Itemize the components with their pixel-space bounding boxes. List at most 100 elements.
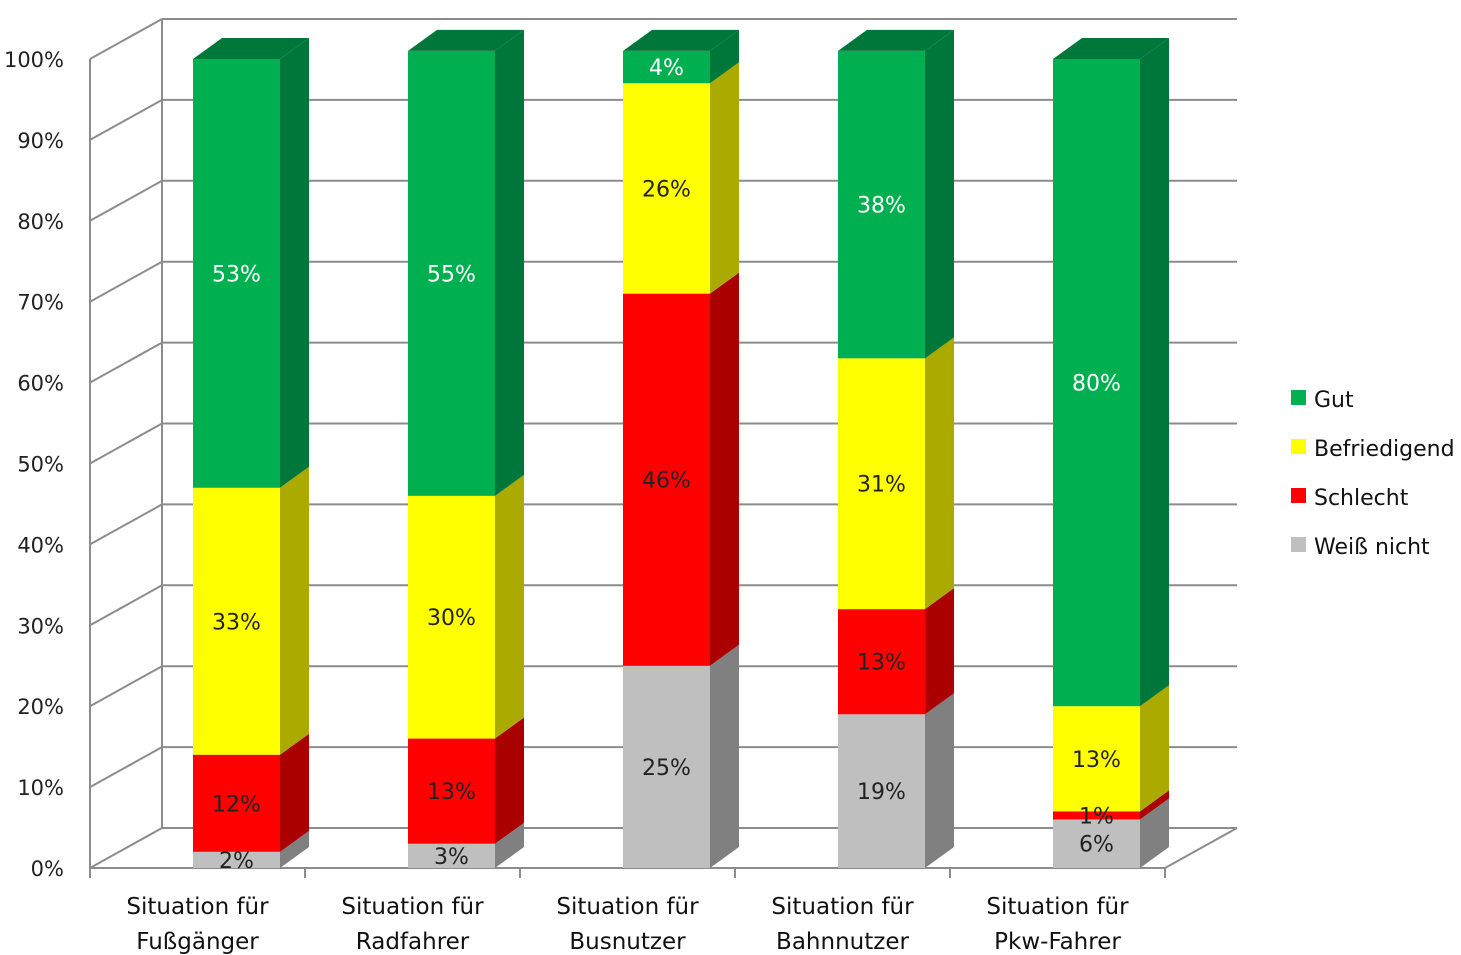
bar-front-face <box>408 50 495 496</box>
bar-side-face <box>280 830 309 868</box>
data-labels: 2% 12% 33% 53% 3% 13% 30% 55% 25% 46% 26% 4% 19% 13% 3… <box>212 56 1121 874</box>
y-tick-label: 20% <box>17 695 64 719</box>
legend-swatch <box>1291 390 1306 405</box>
legend-label: Schlecht <box>1314 486 1409 511</box>
bar-front-face <box>408 843 495 868</box>
data-label: 19% <box>857 780 906 805</box>
y-tick-label: 30% <box>17 614 64 638</box>
bar-front-face <box>1053 706 1140 812</box>
data-label: 13% <box>1072 748 1121 773</box>
legend-item-schlecht: Schlecht <box>1291 486 1409 511</box>
bar-top-face <box>1053 38 1169 59</box>
legend-swatch <box>1291 537 1306 552</box>
data-label: 33% <box>212 610 261 635</box>
legend-label: Weiß nicht <box>1314 535 1430 560</box>
bar-front-face <box>408 495 495 739</box>
bar-front-face <box>838 50 925 359</box>
bar-top-face <box>408 29 524 51</box>
bar-front-face <box>1053 819 1140 868</box>
y-tick-label: 60% <box>17 372 64 396</box>
bar-side-face <box>495 822 524 868</box>
bar-segment-befriedigend <box>623 62 739 294</box>
x-category-label: Situation für <box>126 894 269 920</box>
y-tick-label: 100% <box>4 48 64 72</box>
legend-item-wei-nicht: Weiß nicht <box>1291 535 1430 560</box>
y-tick-label: 90% <box>17 129 64 153</box>
bar-side-face <box>1140 790 1169 820</box>
y-tick-label: 70% <box>17 291 64 315</box>
data-label: 6% <box>1079 833 1114 858</box>
bar-segment-schlecht <box>408 717 524 844</box>
bar-front-face <box>623 665 710 868</box>
legend-item-befriedigend: Befriedigend <box>1291 437 1455 462</box>
x-category-label: Situation für <box>556 894 699 920</box>
bar-front-face <box>838 609 925 715</box>
bar-side-face <box>495 717 524 844</box>
bar-side-face <box>280 38 309 488</box>
bar-segment-gut <box>838 29 954 359</box>
bar-segment-schlecht <box>1053 790 1169 820</box>
bar-segment-befriedigend <box>838 337 954 610</box>
data-label: 13% <box>427 780 476 805</box>
data-label: 46% <box>642 469 691 494</box>
bar-segment-wei-nicht <box>193 830 309 868</box>
bar-top-face <box>838 29 954 51</box>
x-category-label: Busnutzer <box>569 929 686 955</box>
bar-segment-schlecht <box>193 733 309 852</box>
x-category-label: Bahnnutzer <box>776 929 909 955</box>
data-label: 53% <box>212 262 261 287</box>
legend-swatch <box>1291 488 1306 503</box>
x-category-label: Fußgänger <box>136 929 259 955</box>
bar-front-face <box>193 851 280 868</box>
y-tick-label: 0% <box>31 857 64 881</box>
data-label: 55% <box>427 262 476 287</box>
bar-front-face <box>1053 811 1140 820</box>
bar-side-face <box>710 62 739 294</box>
legend: Gut Befriedigend Schlecht Weiß nicht <box>1291 388 1455 560</box>
bar-front-face <box>408 738 495 844</box>
bar-segment-gut <box>1053 38 1169 707</box>
bar-segment-gut <box>408 29 524 496</box>
x-category-label: Situation für <box>986 894 1129 920</box>
bar-segment-wei-nicht <box>623 644 739 868</box>
y-axis: 0% 10% 20% 30% 40% 50% 60% 70% 80% 90% 100% <box>4 48 1166 881</box>
gridline-diagonal <box>89 422 163 465</box>
y-tick-label: 40% <box>17 533 64 557</box>
y-tick-label: 80% <box>17 210 64 234</box>
data-label: 38% <box>857 194 906 219</box>
gridline-diagonal <box>89 584 163 627</box>
data-label: 13% <box>857 651 906 676</box>
gridline-diagonal <box>89 827 163 869</box>
floor-right-edge <box>1164 827 1238 869</box>
legend-label: Gut <box>1314 388 1354 413</box>
bar-front-face <box>623 83 710 294</box>
legend-swatch <box>1291 439 1306 454</box>
bar-side-face <box>495 474 524 739</box>
bar-front-face <box>838 714 925 868</box>
bar-front-face <box>1053 59 1140 707</box>
legend-item-gut: Gut <box>1291 388 1354 413</box>
bar-side-face <box>710 644 739 868</box>
bar-front-face <box>193 754 280 852</box>
bar-side-face <box>710 272 739 666</box>
x-category-label: Pkw-Fahrer <box>994 929 1121 955</box>
data-label: 12% <box>212 792 261 817</box>
bar-top-face <box>193 38 309 59</box>
bar-side-face <box>495 29 524 496</box>
bar-front-face <box>623 50 710 84</box>
gridline-diagonal <box>89 18 163 60</box>
legend-label: Befriedigend <box>1314 437 1455 462</box>
data-label: 3% <box>434 845 469 870</box>
gridline-diagonal <box>89 260 163 303</box>
bar-segment-gut <box>623 29 739 84</box>
bar-segment-wei-nicht <box>408 822 524 868</box>
bar-segment-schlecht <box>623 272 739 666</box>
bar-segment-schlecht <box>838 588 954 715</box>
bar-top-face <box>623 29 739 51</box>
x-category-label: Radfahrer <box>356 929 470 955</box>
bars <box>193 29 1169 868</box>
bar-front-face <box>838 358 925 610</box>
data-label: 25% <box>642 756 691 781</box>
y-tick-label: 50% <box>17 453 64 477</box>
